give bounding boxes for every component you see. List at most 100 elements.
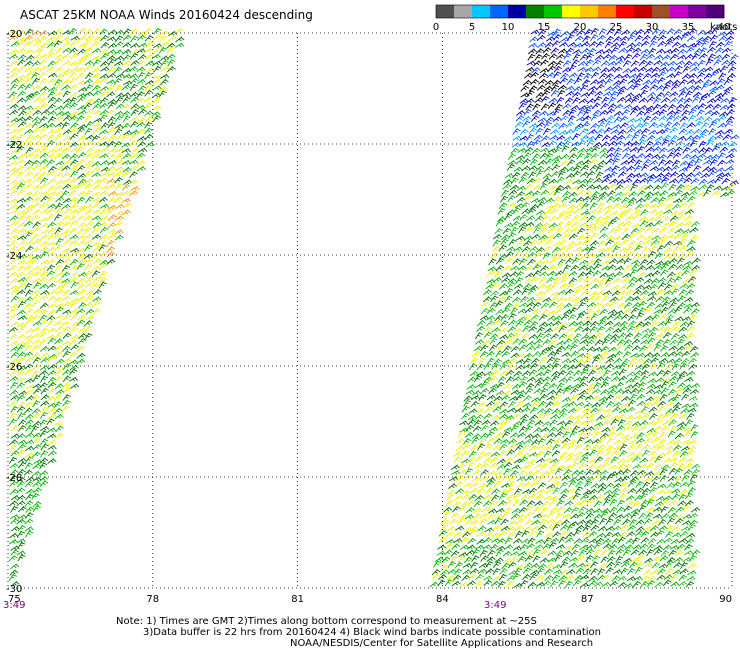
wind-barb — [551, 170, 560, 178]
wind-barb — [614, 103, 624, 110]
wind-barb — [480, 301, 490, 309]
wind-barb — [687, 320, 695, 328]
wind-barb — [627, 314, 637, 321]
wind-barb — [77, 95, 86, 103]
wind-barb — [635, 480, 644, 489]
wind-barb — [616, 425, 625, 432]
wind-barb — [555, 226, 565, 234]
wind-barb — [516, 110, 526, 116]
wind-barb — [61, 382, 71, 389]
wind-barb — [627, 480, 637, 487]
wind-barb — [463, 437, 472, 445]
wind-barb — [62, 70, 71, 78]
wind-barb — [623, 104, 633, 110]
wind-barb — [639, 89, 649, 97]
wind-barb — [607, 190, 616, 197]
wind-barb — [16, 296, 26, 303]
wind-barb — [495, 549, 504, 557]
wind-barb — [455, 525, 465, 531]
wind-barb — [662, 134, 672, 142]
wind-barb — [85, 159, 95, 167]
wind-barb — [675, 183, 685, 191]
wind-barb — [9, 284, 19, 290]
wind-barb — [644, 557, 654, 564]
wind-barb — [582, 407, 592, 413]
wind-barb — [623, 463, 632, 471]
wind-barb — [723, 78, 732, 86]
wind-barb — [92, 184, 102, 190]
wind-barb — [61, 281, 70, 289]
wind-barb — [650, 357, 659, 364]
wind-barb — [668, 220, 677, 228]
wind-barb — [62, 197, 72, 204]
wind-barb — [16, 500, 26, 507]
wind-barb — [629, 108, 639, 116]
wind-barb — [561, 195, 570, 203]
wind-barb — [152, 96, 161, 105]
wind-barb — [577, 475, 587, 482]
wind-barb — [656, 369, 666, 377]
wind-barb — [595, 407, 605, 415]
wind-barb — [525, 221, 535, 227]
wind-barb — [656, 538, 666, 545]
wind-barb — [501, 307, 511, 314]
wind-barb — [607, 219, 616, 227]
wind-barb — [616, 96, 627, 103]
wind-barb — [589, 320, 599, 328]
wind-barb — [642, 449, 651, 457]
wind-barb — [611, 284, 621, 291]
wind-barb — [664, 530, 674, 538]
wind-barb — [505, 580, 515, 588]
wind-barb — [107, 49, 117, 55]
wind-barb — [53, 40, 62, 48]
wind-barb — [585, 544, 595, 551]
wind-barb — [607, 309, 618, 315]
wind-barb — [658, 71, 667, 79]
wind-barb — [622, 350, 632, 358]
wind-barb — [565, 90, 575, 97]
wind-barb — [560, 488, 570, 495]
wind-barb — [551, 281, 560, 289]
wind-barb — [16, 197, 26, 203]
wind-barb — [114, 182, 123, 191]
wind-barb — [85, 220, 95, 228]
wind-barb — [8, 53, 18, 60]
wind-barb — [40, 450, 49, 458]
wind-barb — [16, 394, 26, 402]
wind-barb — [696, 72, 706, 79]
wind-barb — [455, 445, 465, 452]
wind-barb — [605, 276, 614, 285]
wind-barb — [599, 226, 609, 233]
wind-barb — [84, 270, 93, 278]
wind-barb — [526, 340, 536, 347]
wind-barb — [8, 412, 17, 420]
wind-barb — [569, 343, 579, 351]
wind-barb — [480, 424, 490, 432]
wind-barb — [644, 184, 654, 190]
wind-barb — [662, 127, 671, 134]
wind-barb — [53, 420, 64, 426]
wind-barb — [123, 28, 132, 36]
wind-barb — [685, 172, 695, 178]
wind-barb — [538, 29, 547, 36]
wind-barb — [122, 202, 132, 209]
wind-barb — [499, 327, 508, 334]
wind-barb — [521, 252, 530, 259]
wind-barb — [62, 375, 72, 383]
wind-barb — [596, 532, 606, 538]
wind-barb — [692, 95, 701, 103]
wind-barb — [707, 166, 717, 173]
wind-barb — [576, 394, 586, 401]
wind-barb — [538, 271, 549, 277]
wind-barb — [556, 425, 566, 433]
wind-barb — [40, 425, 50, 432]
wind-barb — [617, 339, 626, 346]
wind-barb — [536, 332, 545, 340]
wind-barb — [47, 376, 57, 384]
wind-barb — [541, 500, 551, 508]
wind-barb — [627, 34, 636, 42]
wind-barb — [497, 538, 506, 545]
wind-barb — [614, 270, 623, 278]
wind-barb — [39, 123, 49, 128]
wind-barb — [646, 134, 656, 142]
